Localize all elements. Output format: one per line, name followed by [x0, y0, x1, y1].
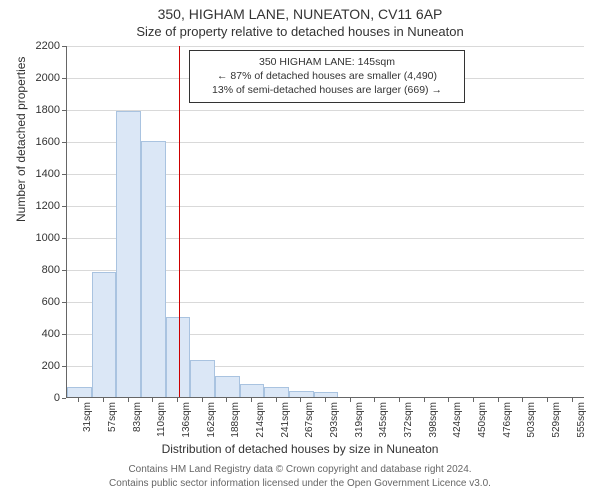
x-tick-mark — [251, 398, 252, 402]
x-tick-label: 398sqm — [428, 402, 439, 438]
histogram-bar — [240, 384, 265, 397]
chart-container: 350, HIGHAM LANE, NUNEATON, CV11 6AP Siz… — [0, 0, 600, 500]
x-tick-label: 503sqm — [526, 402, 537, 438]
x-tick-label: 162sqm — [206, 402, 217, 438]
x-tick-mark — [448, 398, 449, 402]
y-tick-mark — [62, 238, 66, 239]
x-tick-label: 110sqm — [156, 402, 167, 437]
x-tick-mark — [572, 398, 573, 402]
x-tick-mark — [350, 398, 351, 402]
x-tick-label: 372sqm — [403, 402, 414, 438]
x-tick-mark — [424, 398, 425, 402]
x-tick-mark — [276, 398, 277, 402]
x-tick-mark — [498, 398, 499, 402]
gridline — [67, 110, 584, 111]
y-tick-mark — [62, 110, 66, 111]
x-tick-mark — [473, 398, 474, 402]
chart-subtitle: Size of property relative to detached ho… — [0, 24, 600, 39]
x-tick-label: 293sqm — [329, 402, 340, 438]
x-tick-label: 31sqm — [82, 402, 93, 432]
x-tick-mark — [226, 398, 227, 402]
y-tick-label: 1200 — [20, 200, 60, 212]
y-tick-label: 1000 — [20, 232, 60, 244]
x-tick-mark — [374, 398, 375, 402]
y-tick-label: 0 — [20, 392, 60, 404]
histogram-bar — [190, 360, 215, 397]
y-tick-label: 2200 — [20, 40, 60, 52]
x-tick-label: 214sqm — [255, 402, 266, 438]
x-tick-label: 241sqm — [280, 402, 291, 438]
histogram-bar — [289, 391, 314, 397]
annotation-line: 350 HIGHAM LANE: 145sqm — [198, 55, 456, 69]
chart-title: 350, HIGHAM LANE, NUNEATON, CV11 6AP — [0, 6, 600, 22]
x-axis-label: Distribution of detached houses by size … — [0, 442, 600, 456]
x-tick-mark — [547, 398, 548, 402]
x-tick-label: 424sqm — [452, 402, 463, 438]
y-tick-label: 2000 — [20, 72, 60, 84]
y-tick-label: 1800 — [20, 104, 60, 116]
histogram-bar — [116, 111, 141, 397]
annotation-box: 350 HIGHAM LANE: 145sqm← 87% of detached… — [189, 50, 465, 103]
footer-line-2: Contains public sector information licen… — [0, 478, 600, 489]
x-tick-label: 345sqm — [378, 402, 389, 438]
x-tick-label: 188sqm — [230, 402, 241, 438]
x-tick-label: 476sqm — [502, 402, 513, 438]
x-tick-label: 450sqm — [477, 402, 488, 438]
y-tick-mark — [62, 270, 66, 271]
y-tick-mark — [62, 78, 66, 79]
x-tick-mark — [300, 398, 301, 402]
histogram-bar — [264, 387, 289, 397]
annotation-line: ← 87% of detached houses are smaller (4,… — [198, 69, 456, 83]
x-tick-mark — [152, 398, 153, 402]
histogram-bar — [141, 141, 166, 397]
x-tick-label: 57sqm — [107, 402, 118, 432]
annotation-line: 13% of semi-detached houses are larger (… — [198, 83, 456, 97]
y-tick-mark — [62, 398, 66, 399]
y-tick-mark — [62, 334, 66, 335]
x-tick-label: 83sqm — [132, 402, 143, 432]
y-tick-label: 800 — [20, 264, 60, 276]
y-tick-label: 400 — [20, 328, 60, 340]
y-tick-mark — [62, 46, 66, 47]
histogram-bar — [314, 392, 339, 397]
y-tick-label: 600 — [20, 296, 60, 308]
x-tick-label: 136sqm — [181, 402, 192, 438]
gridline — [67, 46, 584, 47]
x-tick-mark — [399, 398, 400, 402]
reference-line — [179, 46, 180, 397]
y-tick-mark — [62, 206, 66, 207]
histogram-bar — [92, 272, 117, 397]
footer-line-1: Contains HM Land Registry data © Crown c… — [0, 464, 600, 475]
y-tick-mark — [62, 142, 66, 143]
y-tick-mark — [62, 366, 66, 367]
x-tick-mark — [103, 398, 104, 402]
y-tick-label: 1400 — [20, 168, 60, 180]
histogram-bar — [166, 317, 191, 397]
y-tick-mark — [62, 174, 66, 175]
x-tick-mark — [177, 398, 178, 402]
x-tick-label: 529sqm — [551, 402, 562, 438]
x-tick-label: 555sqm — [576, 402, 587, 438]
y-tick-label: 1600 — [20, 136, 60, 148]
x-tick-label: 267sqm — [304, 402, 315, 438]
x-tick-mark — [128, 398, 129, 402]
x-tick-mark — [325, 398, 326, 402]
plot-area: 350 HIGHAM LANE: 145sqm← 87% of detached… — [66, 46, 584, 398]
x-tick-mark — [522, 398, 523, 402]
x-tick-mark — [202, 398, 203, 402]
y-tick-mark — [62, 302, 66, 303]
x-tick-label: 319sqm — [354, 402, 365, 438]
histogram-bar — [67, 387, 92, 397]
histogram-bar — [215, 376, 240, 397]
y-tick-label: 200 — [20, 360, 60, 372]
x-tick-mark — [78, 398, 79, 402]
